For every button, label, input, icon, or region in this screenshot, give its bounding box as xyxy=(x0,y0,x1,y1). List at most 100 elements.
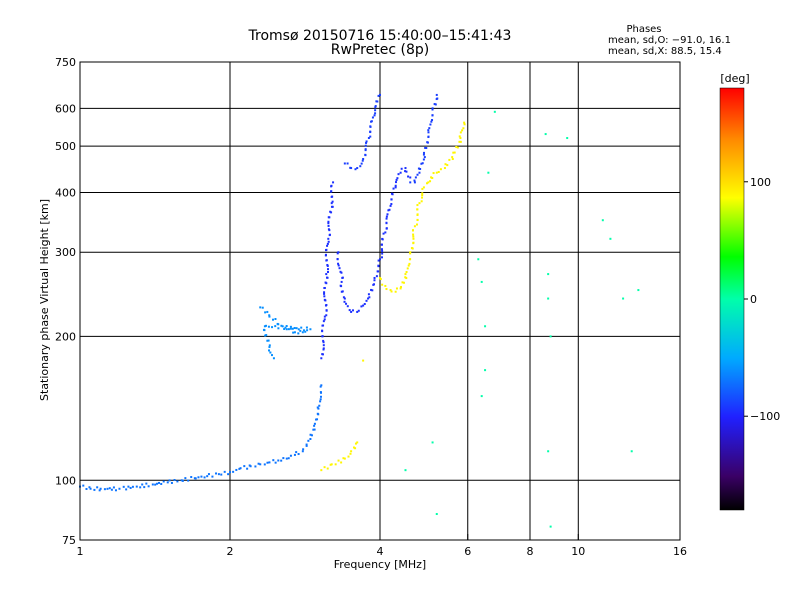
data-point xyxy=(322,348,325,351)
data-point xyxy=(455,145,458,148)
data-point xyxy=(350,450,353,453)
data-point xyxy=(297,328,300,331)
data-point xyxy=(330,202,333,205)
data-point xyxy=(254,465,257,468)
data-point xyxy=(367,137,370,140)
data-point xyxy=(248,464,251,467)
data-point xyxy=(385,288,388,291)
data-point xyxy=(272,357,275,360)
data-point xyxy=(168,479,171,482)
data-point xyxy=(317,407,320,410)
data-point xyxy=(305,326,308,329)
data-point xyxy=(429,180,432,183)
data-point xyxy=(190,476,193,479)
data-point xyxy=(413,179,416,182)
data-point xyxy=(484,369,487,372)
data-point xyxy=(324,304,327,307)
data-point xyxy=(458,135,461,138)
data-point xyxy=(453,151,456,154)
data-point xyxy=(274,461,277,464)
data-point xyxy=(329,463,332,466)
x-tick-label: 8 xyxy=(527,545,534,558)
x-tick-label: 16 xyxy=(673,545,687,558)
y-tick-label: 400 xyxy=(55,186,76,199)
data-point xyxy=(368,296,371,299)
data-point xyxy=(369,135,372,138)
data-point xyxy=(139,486,142,489)
data-point xyxy=(338,267,341,270)
phase-info-x: mean, sd,X: 88.5, 15.4 xyxy=(608,46,722,57)
data-point xyxy=(376,100,379,103)
data-point xyxy=(381,238,384,241)
data-point xyxy=(147,485,150,488)
data-point xyxy=(173,478,176,481)
data-point xyxy=(364,154,367,157)
data-point xyxy=(129,486,132,489)
data-point xyxy=(396,177,399,180)
data-point xyxy=(306,329,309,332)
data-point xyxy=(340,280,343,283)
data-point xyxy=(369,125,372,128)
data-point xyxy=(263,463,266,466)
data-point xyxy=(271,326,274,329)
data-point xyxy=(257,462,260,465)
data-point xyxy=(406,267,409,270)
data-point xyxy=(322,339,325,342)
data-point xyxy=(88,486,91,489)
data-point xyxy=(325,309,328,312)
data-point xyxy=(327,220,330,223)
data-point xyxy=(480,280,483,283)
data-point xyxy=(156,482,159,485)
data-point xyxy=(377,94,380,97)
data-point xyxy=(385,215,388,218)
data-point xyxy=(261,306,264,309)
data-point xyxy=(330,211,333,214)
data-point xyxy=(416,208,419,211)
data-point xyxy=(444,163,447,166)
data-point xyxy=(323,292,326,295)
data-point xyxy=(423,156,426,159)
data-point xyxy=(98,489,101,492)
data-point xyxy=(272,459,275,462)
data-point xyxy=(326,276,329,279)
data-point xyxy=(370,120,373,123)
data-point xyxy=(229,471,231,474)
data-point xyxy=(322,344,325,347)
data-point xyxy=(207,473,210,476)
data-point xyxy=(421,162,424,165)
y-tick-label: 200 xyxy=(55,330,76,343)
data-point xyxy=(176,480,179,483)
data-point xyxy=(409,251,412,254)
data-point xyxy=(332,181,335,184)
data-point xyxy=(309,433,312,436)
data-point xyxy=(330,184,333,187)
data-point xyxy=(405,277,408,280)
data-point xyxy=(112,486,115,489)
data-point xyxy=(122,485,125,488)
data-point xyxy=(343,300,346,303)
data-point xyxy=(309,437,312,440)
data-point xyxy=(274,318,277,321)
data-point xyxy=(330,190,333,193)
data-point xyxy=(281,325,284,328)
data-point xyxy=(328,216,331,219)
y-tick-label: 300 xyxy=(55,246,76,259)
data-point xyxy=(223,470,226,473)
data-point xyxy=(336,258,339,261)
data-point xyxy=(431,441,434,444)
data-point xyxy=(316,418,319,421)
data-point xyxy=(217,473,220,476)
series-group xyxy=(404,110,640,528)
y-axis-ticks: 75 100 200 300 400 500 600 750 xyxy=(55,56,76,547)
data-point xyxy=(194,477,197,480)
data-point xyxy=(426,182,429,185)
data-point xyxy=(280,324,283,327)
data-point xyxy=(419,168,422,171)
data-point xyxy=(351,309,354,312)
data-point xyxy=(404,167,407,170)
data-point xyxy=(365,299,368,302)
data-point xyxy=(99,487,102,490)
data-point xyxy=(285,325,288,328)
data-point xyxy=(267,325,270,328)
data-point xyxy=(268,346,271,349)
